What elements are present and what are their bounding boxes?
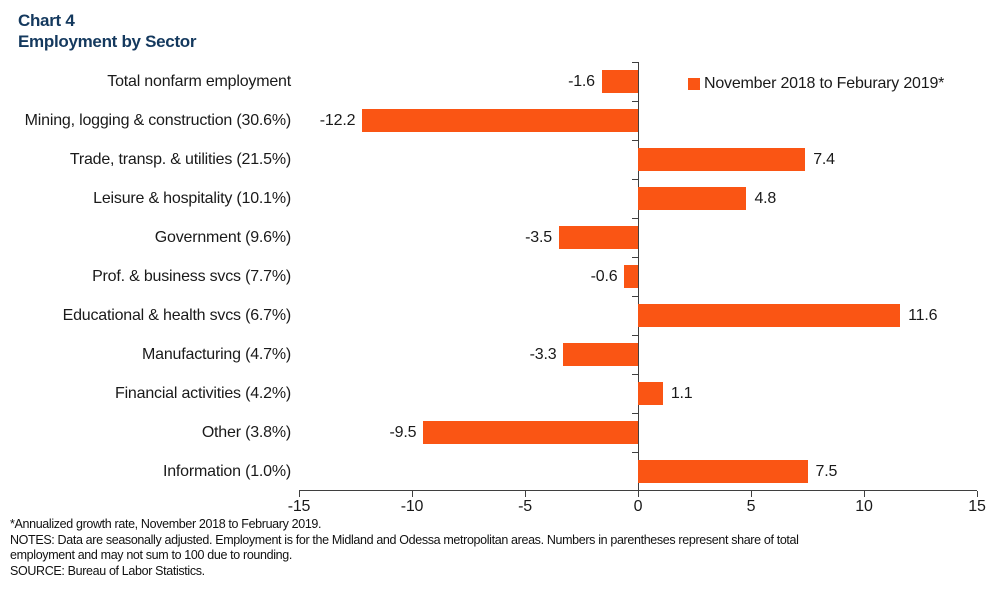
bar	[638, 148, 806, 171]
category-label: Information (1.0%)	[162, 462, 291, 480]
category-label: Educational & health svcs (6.7%)	[62, 306, 292, 324]
bar-value-label: -9.5	[389, 423, 417, 441]
bar-value-label: 1.1	[670, 384, 693, 402]
legend-swatch-icon	[688, 78, 700, 90]
legend-label: November 2018 to Feburary 2019*	[704, 75, 945, 92]
bar-value-label: 7.4	[813, 150, 835, 168]
category-tick	[632, 452, 638, 453]
x-axis: -15 -10 -5 0 5 10 15	[288, 491, 986, 521]
category-label: Prof. & business svcs (7.7%)	[92, 267, 291, 285]
bar-value-label: 4.8	[754, 189, 777, 207]
x-axis-tick-label: 15	[968, 498, 986, 515]
category-tick	[632, 218, 638, 219]
bar	[558, 226, 638, 249]
category-label: Trade, transp. & utilities (21.5%)	[69, 150, 291, 168]
category-label: Other (3.8%)	[201, 423, 291, 441]
bar-value-label: -12.2	[319, 111, 356, 129]
bar-value-label: -3.3	[529, 345, 557, 363]
bar	[362, 109, 638, 132]
x-axis-tick	[638, 491, 639, 497]
x-axis-tick-label: 5	[746, 498, 756, 515]
category-label: Government (9.6%)	[154, 228, 291, 246]
category-tick	[632, 62, 638, 63]
bar	[638, 382, 663, 405]
bar	[601, 70, 638, 93]
bar	[563, 343, 638, 366]
bar-value-label: 11.6	[908, 306, 938, 324]
chart-subtitle: Employment by Sector	[18, 32, 197, 51]
bar-value-label: -0.6	[590, 267, 618, 285]
bar-value-label: -3.5	[525, 228, 552, 246]
category-tick	[632, 140, 638, 141]
x-axis-tick	[977, 491, 978, 497]
zero-axis-line	[638, 62, 639, 490]
x-axis-tick-label: -15	[287, 498, 311, 515]
plot-area: -1.6 -12.2 7.4 4.8 -3.5 -0.6 11.6 -3.3 1.1 -9.5 7.…	[299, 62, 977, 491]
footnote-line: *Annualized growth rate, November 2018 t…	[10, 517, 322, 531]
x-axis-tick	[299, 491, 300, 497]
x-axis-tick-label: 10	[855, 498, 873, 515]
category-tick	[632, 296, 638, 297]
x-axis-tick-label: -10	[400, 498, 424, 515]
category-label: Financial activities (4.2%)	[115, 384, 291, 402]
bar	[638, 187, 747, 210]
bar	[624, 265, 638, 288]
footnote-line: SOURCE: Bureau of Labor Statistics.	[10, 563, 205, 578]
category-label: Total nonfarm employment	[107, 72, 291, 90]
chart-title: Chart 4 Employment by Sector	[18, 10, 197, 52]
bar-value-label: 7.5	[815, 462, 838, 480]
footnote-line: employment and may not sum to 100 due to…	[10, 548, 292, 562]
category-tick	[632, 257, 638, 258]
legend: November 2018 to Feburary 2019*	[688, 75, 944, 93]
x-axis-tick-label: 0	[633, 498, 643, 515]
category-tick	[632, 490, 638, 491]
bar-value-label: -1.6	[568, 72, 595, 90]
x-axis-tick	[525, 491, 526, 497]
x-axis-tick	[751, 491, 752, 497]
category-label: Leisure & hospitality (10.1%)	[93, 189, 291, 207]
category-tick	[632, 179, 638, 180]
category-label: Manufacturing (4.7%)	[142, 345, 291, 363]
category-label: Mining, logging & construction (30.6%)	[24, 111, 292, 129]
category-tick	[632, 374, 638, 375]
bar	[638, 460, 808, 483]
chart-number: Chart 4	[18, 11, 75, 30]
category-tick	[632, 335, 638, 336]
category-tick	[632, 413, 638, 414]
x-axis-tick	[412, 491, 413, 497]
x-axis-tick-label: -5	[518, 498, 532, 515]
bar	[423, 421, 638, 444]
footnotes: *Annualized growth rate, November 2018 t…	[10, 517, 986, 579]
footnote-line: NOTES: Data are seasonally adjusted. Emp…	[10, 532, 799, 547]
x-axis-tick	[864, 491, 865, 497]
category-tick	[632, 101, 638, 102]
category-axis: Total nonfarm employment Mining, logging …	[0, 62, 292, 491]
bar	[638, 304, 901, 327]
